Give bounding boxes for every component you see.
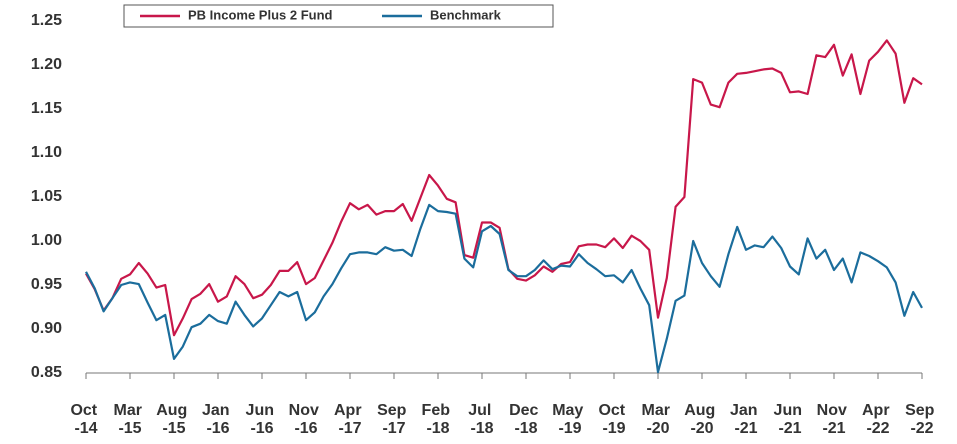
x-tick-label: May -19 — [552, 402, 588, 437]
x-tick-label: Jul -18 — [468, 402, 496, 437]
x-tick-label: Jun -16 — [246, 402, 279, 437]
series-line — [85, 203, 923, 374]
y-tick-label: 1.15 — [31, 100, 62, 117]
y-tick-label: 0.95 — [31, 276, 62, 293]
legend-label: Benchmark — [430, 7, 502, 22]
x-tick-label: Dec -18 — [509, 402, 543, 437]
y-tick-label: 1.00 — [31, 232, 62, 249]
x-tick-label: Nov -16 — [289, 402, 324, 437]
series-line — [85, 39, 923, 337]
y-tick-label: 0.85 — [31, 364, 62, 381]
y-tick-label: 0.90 — [31, 320, 62, 337]
y-tick-label: 1.25 — [31, 12, 62, 29]
x-tick-label: Jun -21 — [774, 402, 807, 437]
x-tick-label: Apr -17 — [334, 402, 366, 437]
x-tick-label: Oct -19 — [598, 402, 629, 437]
x-tick-label: Mar -15 — [114, 402, 147, 437]
x-tick-label: Aug -15 — [156, 402, 192, 437]
y-tick-label: 1.05 — [31, 188, 62, 205]
x-tick-label: Oct -14 — [70, 402, 101, 437]
x-tick-label: Sep -22 — [905, 402, 939, 437]
legend-label: PB Income Plus 2 Fund — [188, 7, 333, 22]
legend-box — [123, 4, 554, 28]
y-tick-label: 1.20 — [31, 56, 62, 73]
x-tick-label: Jan -21 — [730, 402, 762, 437]
x-tick-label: Nov -21 — [817, 402, 852, 437]
y-tick-label: 1.10 — [31, 144, 62, 161]
x-tick-label: Feb -18 — [422, 402, 455, 437]
x-tick-label: Aug -20 — [684, 402, 720, 437]
x-tick-label: Apr -22 — [862, 402, 894, 437]
x-tick-label: Mar -20 — [642, 402, 675, 437]
x-tick-label: Jan -16 — [202, 402, 234, 437]
x-tick-label: Sep -17 — [377, 402, 411, 437]
